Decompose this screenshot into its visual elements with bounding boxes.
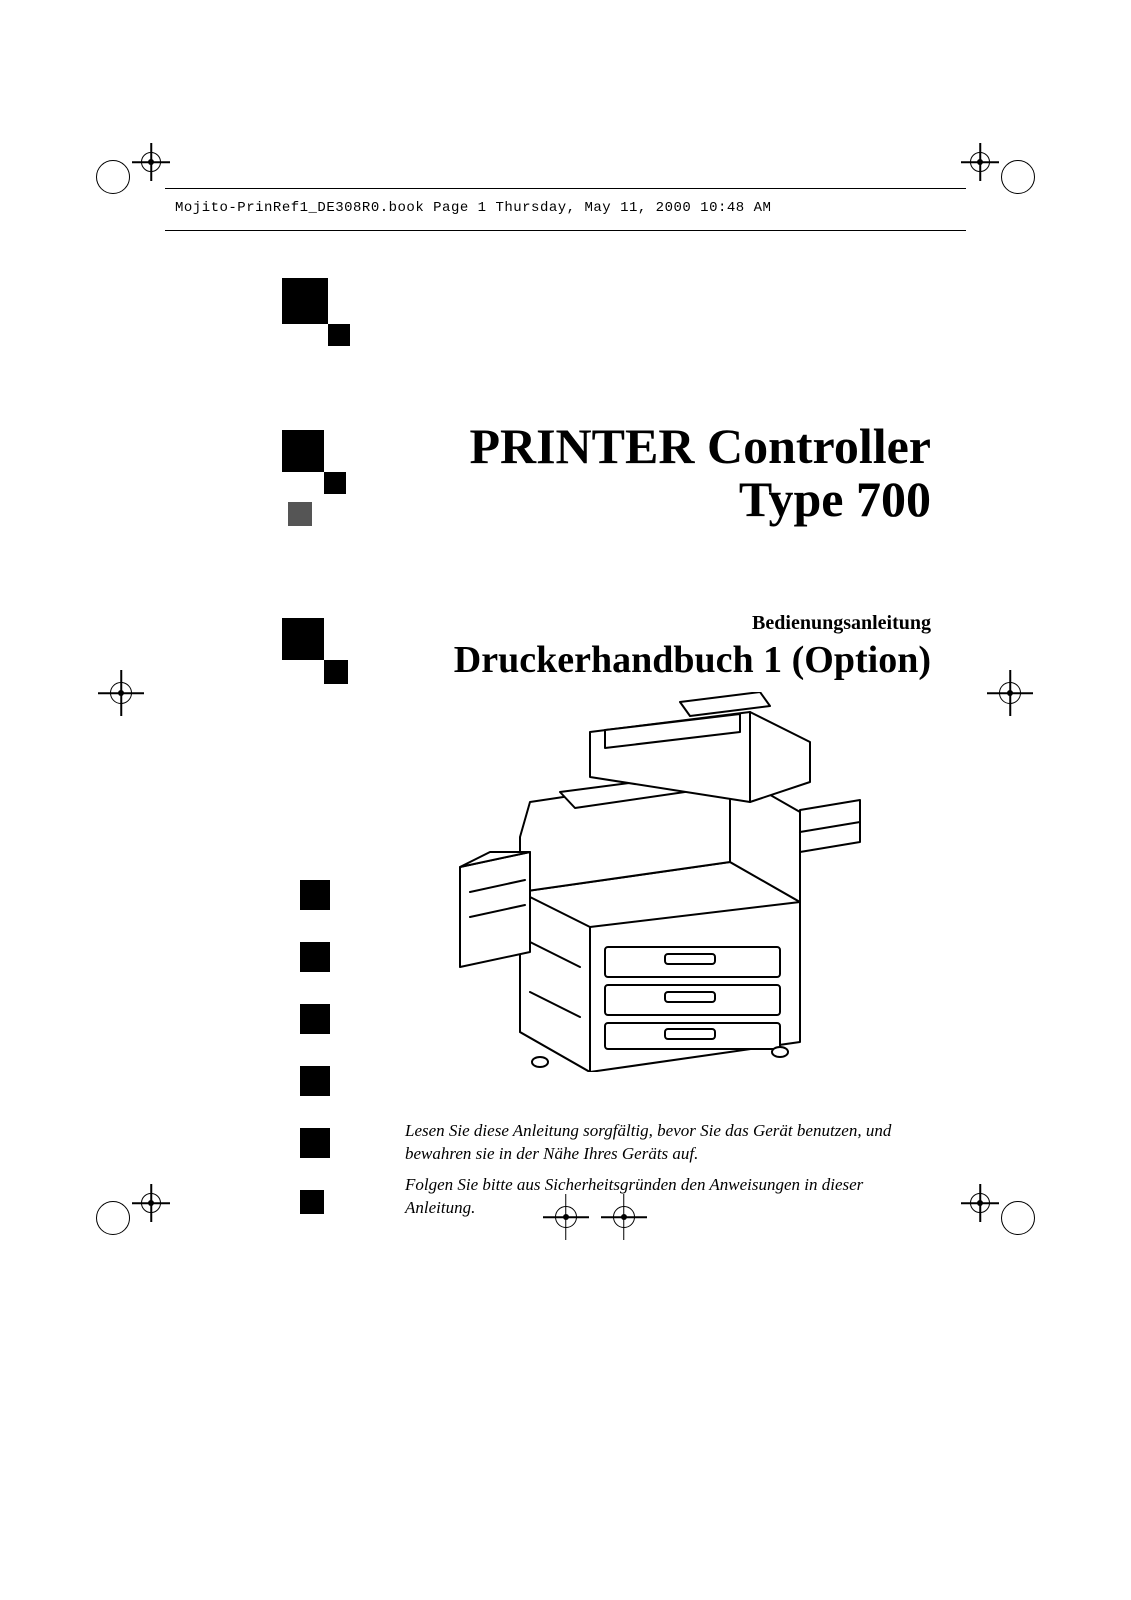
note-paragraph-1: Lesen Sie diese Anleitung sorgfältig, be… — [405, 1120, 931, 1166]
document-supertitle: Bedienungsanleitung — [752, 612, 931, 635]
document-subtitle: Druckerhandbuch 1 (Option) — [454, 638, 931, 682]
registration-target-left — [108, 680, 134, 706]
printer-illustration — [430, 692, 870, 1072]
document-page: Mojito-PrinRef1_DE308R0.book Page 1 Thur… — [0, 0, 1131, 1600]
header-rule-top — [165, 188, 966, 189]
header-rule-bottom — [165, 230, 966, 231]
crop-mark-top-right — [971, 145, 1035, 209]
title-line-2: Type 700 — [469, 473, 931, 526]
safety-note: Lesen Sie diese Anleitung sorgfältig, be… — [405, 1120, 931, 1220]
file-stamp: Mojito-PrinRef1_DE308R0.book Page 1 Thur… — [175, 200, 771, 216]
document-title: PRINTER Controller Type 700 — [469, 420, 931, 525]
crop-mark-bottom-right — [971, 1186, 1035, 1250]
registration-target-right — [997, 680, 1023, 706]
crop-mark-bottom-left — [96, 1186, 160, 1250]
crop-mark-top-left — [96, 145, 160, 209]
title-line-1: PRINTER Controller — [469, 420, 931, 473]
note-paragraph-2: Folgen Sie bitte aus Sicherheitsgründen … — [405, 1174, 931, 1220]
